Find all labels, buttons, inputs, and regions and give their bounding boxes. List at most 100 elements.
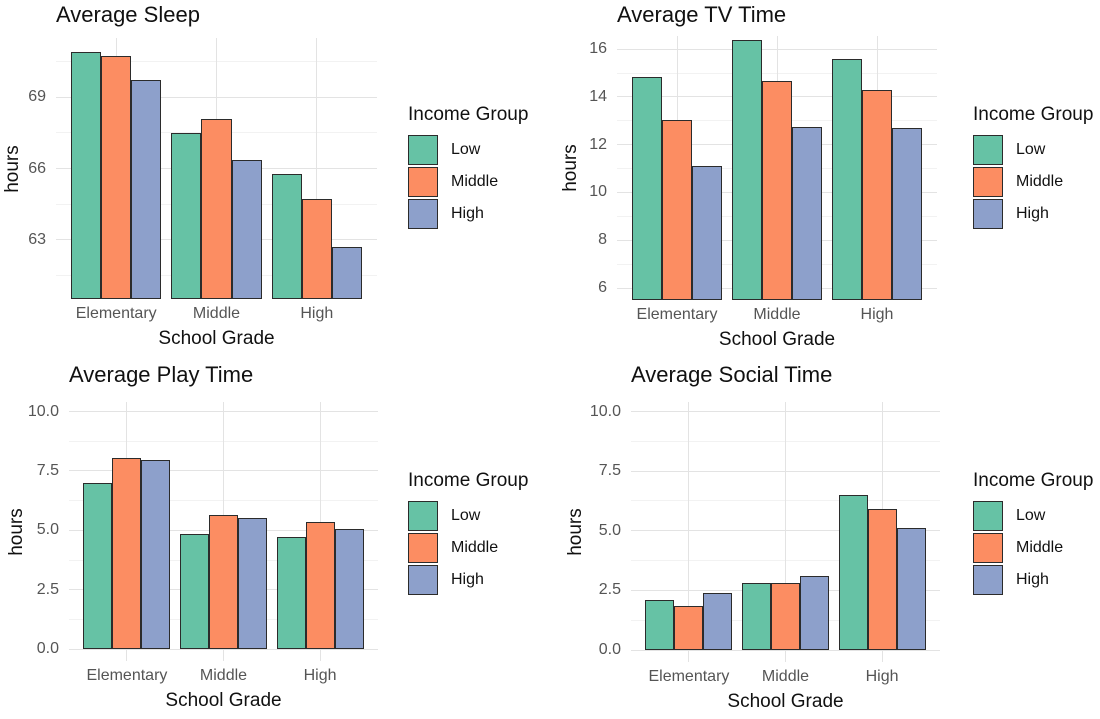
legend-key-low: Low bbox=[408, 501, 528, 531]
chart-title: Average TV Time bbox=[617, 2, 787, 27]
bar-middle-elementary bbox=[662, 119, 692, 300]
bar-middle-high bbox=[305, 521, 335, 650]
bar-low-middle bbox=[732, 39, 762, 300]
legend-swatch bbox=[973, 167, 1003, 197]
y-tick-label: 10.0 bbox=[27, 402, 59, 420]
bar-high-elementary bbox=[131, 79, 162, 299]
bar-middle-high bbox=[862, 89, 892, 300]
bar-low-high bbox=[276, 537, 306, 650]
chart-title: Average Sleep bbox=[56, 2, 200, 27]
bar-high-middle bbox=[799, 576, 829, 651]
bar-low-high bbox=[271, 174, 302, 299]
y-tick-label: 5.0 bbox=[36, 521, 59, 539]
x-tick-label: Middle bbox=[761, 668, 810, 685]
y-tick-label: 6 bbox=[598, 279, 607, 297]
x-tick-label: Middle bbox=[199, 667, 248, 684]
legend-swatch bbox=[408, 135, 438, 165]
bar-high-elementary bbox=[141, 460, 171, 650]
legend-key-label: Low bbox=[451, 141, 481, 158]
bar-low-elementary bbox=[632, 76, 662, 300]
bar-high-high bbox=[334, 529, 364, 650]
gridline-vertical bbox=[785, 402, 786, 662]
bar-high-middle bbox=[237, 518, 267, 650]
legend-key-label: Middle bbox=[1016, 173, 1064, 190]
legend-key-middle: Middle bbox=[408, 533, 528, 563]
legend-key-high: High bbox=[408, 199, 528, 229]
legend-swatch bbox=[973, 533, 1003, 563]
legend-key-middle: Middle bbox=[973, 533, 1093, 563]
bar-high-high bbox=[331, 246, 362, 299]
y-tick-label: 0.0 bbox=[598, 641, 621, 659]
chart-average-sleep: Average Sleep hours School Grade Income … bbox=[0, 0, 550, 360]
plot-panel bbox=[56, 38, 377, 299]
plot-panel bbox=[617, 36, 937, 300]
legend: Income Group Low Middle High bbox=[973, 470, 1093, 597]
bar-high-elementary bbox=[703, 592, 733, 651]
y-tick-label: 14 bbox=[589, 87, 607, 105]
legend: Income Group Low Middle High bbox=[973, 104, 1093, 231]
legend-key-label: Middle bbox=[451, 539, 499, 556]
y-tick-label: 66 bbox=[28, 159, 46, 177]
x-axis-title: School Grade bbox=[158, 328, 275, 349]
legend-swatch bbox=[973, 565, 1003, 595]
bar-low-middle bbox=[171, 132, 202, 299]
x-tick-label: Middle bbox=[192, 305, 241, 322]
y-tick-label: 16 bbox=[589, 40, 607, 58]
legend-title: Income Group bbox=[973, 104, 1094, 125]
legend-swatch bbox=[408, 565, 438, 595]
plot-panel bbox=[631, 402, 940, 662]
y-tick-label: 7.5 bbox=[36, 461, 59, 479]
bar-middle-middle bbox=[209, 514, 238, 650]
legend-swatch bbox=[408, 167, 438, 197]
bar-low-high bbox=[838, 495, 868, 651]
legend-swatch bbox=[973, 501, 1003, 531]
legend-key-label: High bbox=[1016, 571, 1049, 588]
y-tick-label: 69 bbox=[28, 88, 46, 106]
x-tick-label: Middle bbox=[753, 306, 801, 323]
x-tick-label: Elementary bbox=[636, 306, 718, 323]
y-tick-label: 7.5 bbox=[598, 462, 621, 480]
legend-key-low: Low bbox=[408, 135, 528, 165]
bar-high-high bbox=[896, 528, 926, 651]
x-tick-label: High bbox=[303, 667, 337, 684]
legend-swatch bbox=[408, 501, 438, 531]
bar-middle-middle bbox=[771, 583, 800, 651]
bar-middle-middle bbox=[201, 118, 232, 299]
chart-title: Average Play Time bbox=[69, 362, 254, 387]
bar-middle-middle bbox=[762, 81, 792, 300]
legend-swatch bbox=[408, 199, 438, 229]
bar-middle-high bbox=[867, 509, 897, 651]
bar-middle-elementary bbox=[112, 457, 142, 650]
legend-key-label: Middle bbox=[451, 173, 499, 190]
legend-key-high: High bbox=[408, 565, 528, 595]
bar-low-elementary bbox=[83, 482, 113, 650]
legend-key-high: High bbox=[973, 199, 1093, 229]
x-tick-label: Elementary bbox=[75, 305, 157, 322]
bar-middle-high bbox=[301, 199, 332, 299]
legend-key-label: Low bbox=[1016, 141, 1046, 158]
y-tick-label: 12 bbox=[589, 135, 607, 153]
legend-swatch bbox=[408, 533, 438, 563]
y-tick-label: 0.0 bbox=[36, 640, 59, 658]
gridline-vertical bbox=[688, 402, 690, 662]
bar-middle-elementary bbox=[674, 605, 704, 651]
x-tick-label: Elementary bbox=[648, 668, 730, 685]
legend-swatch bbox=[973, 135, 1003, 165]
legend-key-low: Low bbox=[973, 501, 1093, 531]
legend-key-label: High bbox=[451, 205, 484, 222]
legend-title: Income Group bbox=[973, 470, 1094, 491]
legend-keys: Low Middle High bbox=[408, 135, 528, 229]
x-axis-title: School Grade bbox=[165, 690, 282, 711]
legend-key-middle: Middle bbox=[973, 167, 1093, 197]
bar-high-elementary bbox=[692, 166, 722, 300]
y-tick-label: 2.5 bbox=[36, 580, 59, 598]
y-tick-label: 10.0 bbox=[589, 402, 621, 420]
bar-high-high bbox=[892, 127, 922, 300]
x-tick-label: High bbox=[860, 306, 894, 323]
legend-keys: Low Middle High bbox=[973, 501, 1093, 595]
bar-middle-elementary bbox=[101, 55, 132, 299]
chart-average-play-time: Average Play Time hours School Grade Inc… bbox=[0, 360, 550, 719]
chart-title: Average Social Time bbox=[631, 362, 833, 387]
bar-low-high bbox=[832, 58, 862, 300]
x-axis-title: School Grade bbox=[727, 691, 844, 712]
